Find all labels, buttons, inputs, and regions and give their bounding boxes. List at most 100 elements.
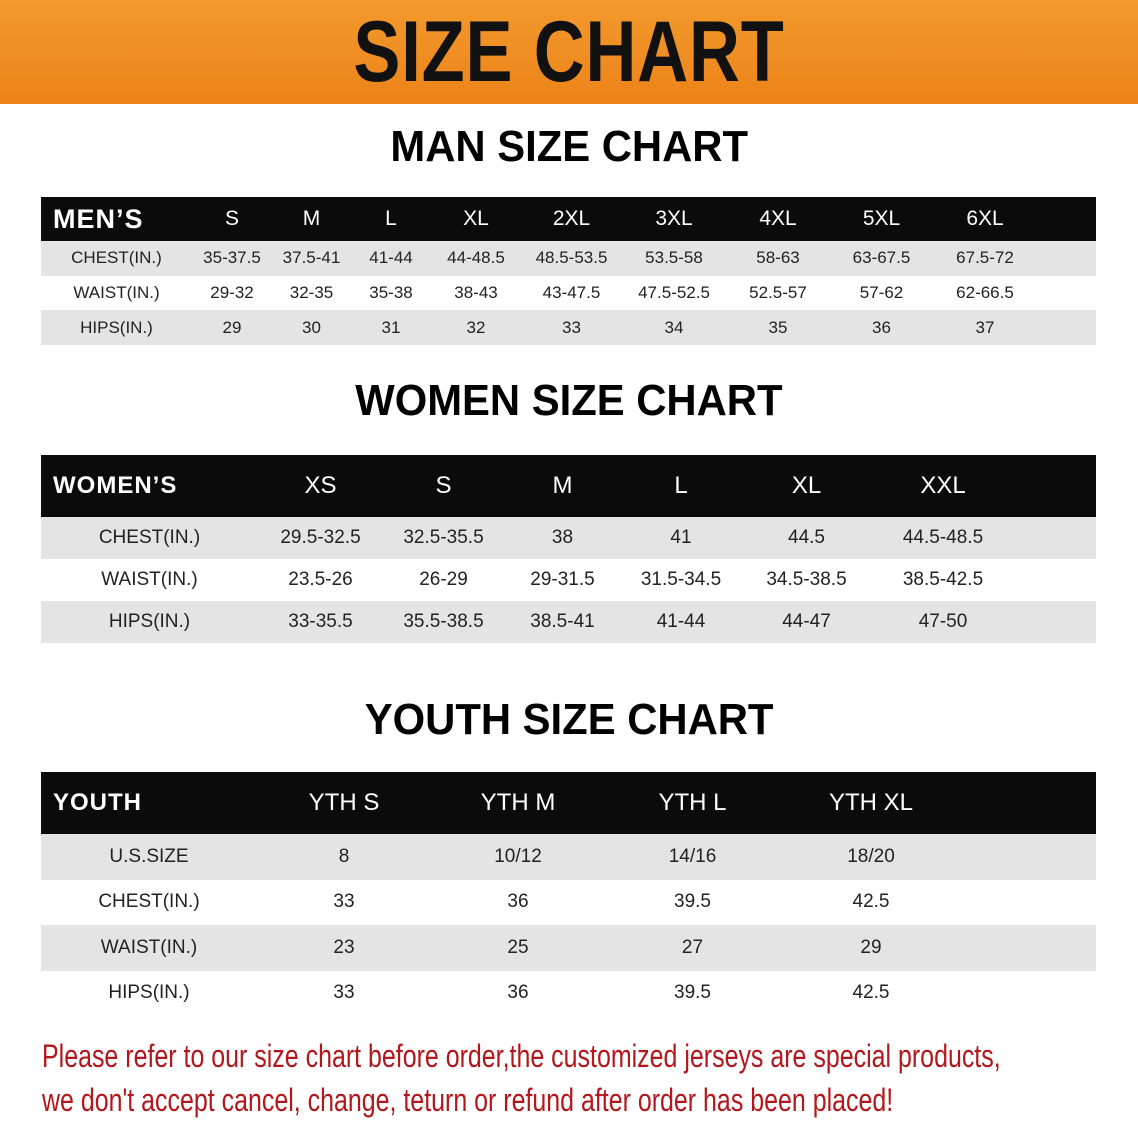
table-row: WAIST(IN.) 23 25 27 29 (41, 925, 1096, 971)
measurement-value: 42.5 (780, 879, 962, 925)
measurement-value: 10/12 (431, 834, 605, 880)
measurement-value: 33-35.5 (258, 601, 383, 643)
measurement-value: 27 (605, 925, 780, 971)
measurement-value: 23 (257, 925, 431, 971)
empty-cell (1014, 559, 1096, 601)
measurement-value: 38.5-42.5 (872, 559, 1014, 601)
measurement-value: 25 (431, 925, 605, 971)
measurement-label: WAIST(IN.) (41, 275, 192, 311)
measurement-value: 18/20 (780, 834, 962, 880)
measurement-value: 26-29 (383, 559, 504, 601)
size-header: YTH M (431, 772, 605, 834)
empty-header-cell (1037, 197, 1096, 241)
measurement-value: 39.5 (605, 970, 780, 1016)
size-header: 2XL (521, 197, 622, 241)
header-row: MEN’S S M L XL 2XL 3XL 4XL 5XL 6XL (41, 197, 1096, 241)
empty-cell (962, 834, 1096, 880)
measurement-value: 33 (257, 879, 431, 925)
measurement-value: 62-66.5 (933, 275, 1037, 311)
page-title: SIZE CHART (353, 4, 785, 100)
measurement-label: WAIST(IN.) (41, 559, 258, 601)
size-header: 4XL (726, 197, 830, 241)
measurement-label: U.S.SIZE (41, 834, 257, 880)
measurement-value: 32 (431, 310, 521, 346)
empty-cell (962, 879, 1096, 925)
measurement-value: 29.5-32.5 (258, 517, 383, 559)
measurement-value: 41 (621, 517, 741, 559)
measurement-value: 33 (257, 970, 431, 1016)
table-row: CHEST(IN.) 35-37.5 37.5-41 41-44 44-48.5 48.5… (41, 241, 1096, 276)
empty-cell (1014, 601, 1096, 643)
measurement-value: 48.5-53.5 (521, 241, 622, 276)
table-row: HIPS(IN.) 33 36 39.5 42.5 (41, 970, 1096, 1016)
women-section-title: WOMEN SIZE CHART (355, 376, 783, 425)
size-header: 5XL (830, 197, 933, 241)
measurement-value: 36 (431, 970, 605, 1016)
measurement-value: 36 (830, 310, 933, 346)
measurement-value: 53.5-58 (622, 241, 726, 276)
table-header-label: MEN’S (41, 197, 192, 241)
empty-cell (962, 970, 1096, 1016)
table-row: HIPS(IN.) 33-35.5 35.5-38.5 38.5-41 41-44 44-… (41, 601, 1096, 643)
header-row: WOMEN’S XS S M L XL XXL (41, 455, 1096, 517)
measurement-value: 44.5-48.5 (872, 517, 1014, 559)
size-header: YTH L (605, 772, 780, 834)
measurement-value: 29-32 (192, 275, 272, 311)
youth-size-table: YOUTH YTH S YTH M YTH L YTH XL U.S.SIZE 8 10/12… (41, 772, 1096, 1016)
measurement-value: 38.5-41 (504, 601, 621, 643)
size-header: XXL (872, 455, 1014, 517)
empty-header-cell (962, 772, 1096, 834)
men-size-table: MEN’S S M L XL 2XL 3XL 4XL 5XL 6XL CHEST(IN.) 35-37… (41, 197, 1096, 346)
measurement-value: 47-50 (872, 601, 1014, 643)
measurement-value: 38 (504, 517, 621, 559)
measurement-value: 35.5-38.5 (383, 601, 504, 643)
size-header: XL (431, 197, 521, 241)
measurement-value: 39.5 (605, 879, 780, 925)
measurement-value: 37 (933, 310, 1037, 346)
measurement-value: 44-48.5 (431, 241, 521, 276)
size-header: XS (258, 455, 383, 517)
size-header: L (351, 197, 431, 241)
measurement-value: 8 (257, 834, 431, 880)
measurement-value: 23.5-26 (258, 559, 383, 601)
measurement-value: 29-31.5 (504, 559, 621, 601)
size-header: YTH S (257, 772, 431, 834)
measurement-value: 32-35 (272, 275, 351, 311)
measurement-value: 44-47 (741, 601, 872, 643)
size-header: XL (741, 455, 872, 517)
measurement-value: 31 (351, 310, 431, 346)
table-row: CHEST(IN.) 29.5-32.5 32.5-35.5 38 41 44.5 44.5… (41, 517, 1096, 559)
measurement-value: 57-62 (830, 275, 933, 311)
header-row: YOUTH YTH S YTH M YTH L YTH XL (41, 772, 1096, 834)
measurement-value: 43-47.5 (521, 275, 622, 311)
table-header-label: WOMEN’S (41, 455, 258, 517)
size-header: 3XL (622, 197, 726, 241)
measurement-value: 35 (726, 310, 830, 346)
measurement-value: 32.5-35.5 (383, 517, 504, 559)
title-banner: SIZE CHART (0, 0, 1138, 104)
size-header: L (621, 455, 741, 517)
measurement-value: 29 (780, 925, 962, 971)
size-header: YTH XL (780, 772, 962, 834)
empty-cell (962, 925, 1096, 971)
measurement-value: 34 (622, 310, 726, 346)
measurement-value: 35-38 (351, 275, 431, 311)
measurement-value: 42.5 (780, 970, 962, 1016)
empty-cell (1037, 275, 1096, 311)
empty-cell (1037, 241, 1096, 276)
measurement-value: 63-67.5 (830, 241, 933, 276)
table-row: HIPS(IN.) 29 30 31 32 33 34 35 36 37 (41, 310, 1096, 346)
measurement-value: 41-44 (351, 241, 431, 276)
measurement-value: 34.5-38.5 (741, 559, 872, 601)
measurement-label: HIPS(IN.) (41, 970, 257, 1016)
table-row: WAIST(IN.) 29-32 32-35 35-38 38-43 43-47.5 47.… (41, 275, 1096, 311)
size-header: S (383, 455, 504, 517)
measurement-value: 37.5-41 (272, 241, 351, 276)
measurement-label: CHEST(IN.) (41, 241, 192, 276)
empty-cell (1037, 310, 1096, 346)
table-header-label: YOUTH (41, 772, 257, 834)
table-row: U.S.SIZE 8 10/12 14/16 18/20 (41, 834, 1096, 880)
measurement-value: 31.5-34.5 (621, 559, 741, 601)
youth-section-title: YOUTH SIZE CHART (364, 695, 774, 744)
measurement-value: 44.5 (741, 517, 872, 559)
